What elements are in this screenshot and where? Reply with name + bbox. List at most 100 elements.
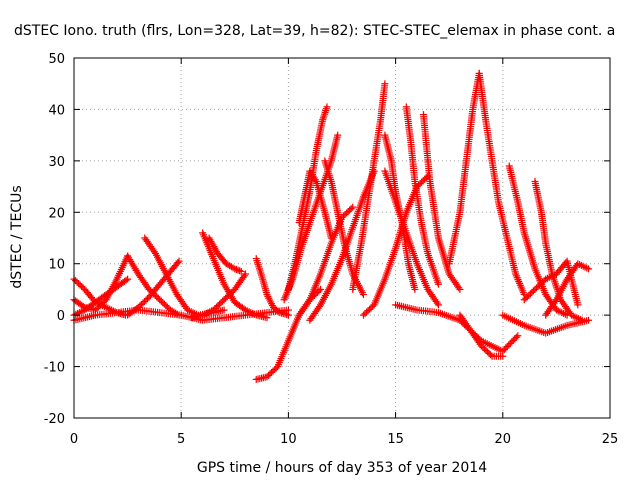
data-series bbox=[124, 252, 183, 319]
data-point-marker bbox=[551, 297, 559, 305]
data-point-marker bbox=[526, 290, 534, 298]
data-point-marker bbox=[434, 301, 442, 309]
data-series bbox=[359, 172, 432, 319]
data-point-marker bbox=[482, 346, 490, 354]
data-point-marker bbox=[236, 267, 244, 275]
data-series bbox=[531, 177, 586, 324]
data-point-marker bbox=[525, 291, 533, 299]
data-point-marker bbox=[228, 288, 236, 296]
data-point-marker bbox=[344, 208, 352, 216]
axis-ticks: 0 5 10 15 20 25 -20 -10 0 10 20 30 40 50 bbox=[44, 52, 619, 447]
data-point-marker bbox=[234, 266, 242, 274]
data-point-marker bbox=[232, 266, 240, 273]
data-point-marker bbox=[145, 285, 153, 293]
data-point-marker bbox=[539, 278, 547, 286]
data-point-marker bbox=[93, 305, 101, 313]
data-series bbox=[252, 285, 325, 383]
data-point-marker bbox=[268, 368, 276, 376]
data-point-marker bbox=[574, 301, 582, 309]
data-point-marker bbox=[174, 259, 182, 267]
data-point-marker bbox=[215, 300, 223, 308]
y-tick-label: 40 bbox=[48, 103, 65, 118]
data-point-marker bbox=[434, 280, 442, 288]
data-point-marker bbox=[76, 281, 84, 289]
data-point-marker bbox=[142, 296, 150, 304]
data-point-marker bbox=[136, 302, 144, 310]
data-point-marker bbox=[154, 294, 162, 302]
data-point-marker bbox=[237, 267, 245, 275]
data-point-marker bbox=[99, 299, 107, 307]
data-point-marker bbox=[323, 103, 331, 111]
data-point-marker bbox=[343, 209, 351, 217]
data-point-marker bbox=[217, 299, 225, 307]
data-series bbox=[205, 234, 245, 275]
x-tick-label: 0 bbox=[70, 432, 78, 447]
data-point-marker bbox=[509, 336, 517, 344]
data-point-marker bbox=[359, 291, 367, 299]
data-point-marker bbox=[359, 311, 367, 319]
data-point-marker bbox=[514, 332, 522, 340]
data-point-marker bbox=[537, 280, 545, 288]
data-point-marker bbox=[523, 293, 531, 301]
y-tick-label: 10 bbox=[48, 258, 65, 273]
data-point-marker bbox=[321, 110, 329, 118]
data-point-marker bbox=[162, 302, 170, 310]
data-point-marker bbox=[477, 342, 485, 350]
data-point-marker bbox=[367, 304, 375, 312]
data-point-marker bbox=[419, 177, 427, 185]
data-point-marker bbox=[505, 341, 513, 349]
data-point-marker bbox=[122, 276, 130, 284]
data-point-marker bbox=[532, 284, 540, 292]
data-series bbox=[419, 111, 464, 293]
data-point-marker bbox=[311, 176, 319, 184]
data-point-marker bbox=[485, 349, 493, 357]
data-point-marker bbox=[223, 293, 231, 301]
data-series bbox=[124, 257, 183, 319]
data-point-marker bbox=[157, 297, 165, 305]
data-point-marker bbox=[264, 371, 272, 379]
data-point-marker bbox=[96, 302, 104, 310]
data-series bbox=[475, 69, 528, 299]
data-point-marker bbox=[528, 288, 536, 296]
data-point-marker bbox=[209, 306, 217, 314]
data-point-marker bbox=[231, 265, 239, 273]
data-point-marker bbox=[159, 299, 167, 307]
data-series bbox=[70, 306, 185, 324]
data-point-marker bbox=[585, 316, 593, 324]
data-point-marker bbox=[529, 287, 537, 295]
data-series bbox=[321, 157, 367, 299]
y-tick-label: 20 bbox=[48, 206, 65, 221]
data-point-marker bbox=[499, 352, 507, 360]
data-point-marker bbox=[346, 206, 354, 214]
data-point-marker bbox=[455, 284, 463, 292]
x-tick-label: 25 bbox=[602, 432, 619, 447]
grid bbox=[74, 58, 610, 418]
data-point-marker bbox=[487, 351, 495, 359]
data-series bbox=[295, 203, 357, 319]
data-point-marker bbox=[315, 303, 323, 311]
data-point-marker bbox=[124, 275, 132, 283]
data-point-marker bbox=[456, 285, 464, 293]
data-point-marker bbox=[220, 296, 228, 304]
y-tick-label: 0 bbox=[57, 309, 65, 324]
data-series bbox=[445, 69, 483, 268]
y-tick-label: 50 bbox=[48, 52, 65, 67]
data-point-marker bbox=[317, 285, 325, 293]
data-point-marker bbox=[334, 131, 342, 139]
data-point-marker bbox=[72, 277, 80, 285]
data-point-marker bbox=[536, 281, 544, 289]
data-point-marker bbox=[361, 310, 369, 318]
data-point-marker bbox=[418, 178, 426, 186]
data-series bbox=[295, 167, 335, 242]
data-point-marker bbox=[78, 282, 86, 290]
x-tick-label: 15 bbox=[387, 432, 404, 447]
data-point-marker bbox=[222, 294, 230, 302]
data-point-marker bbox=[363, 308, 371, 316]
data-point-marker bbox=[220, 306, 228, 314]
data-point-marker bbox=[242, 270, 250, 278]
x-axis-label: GPS time / hours of day 353 of year 2014 bbox=[197, 460, 487, 476]
y-tick-label: 30 bbox=[48, 155, 65, 170]
x-tick-label: 5 bbox=[177, 432, 185, 447]
data-point-marker bbox=[534, 282, 542, 290]
